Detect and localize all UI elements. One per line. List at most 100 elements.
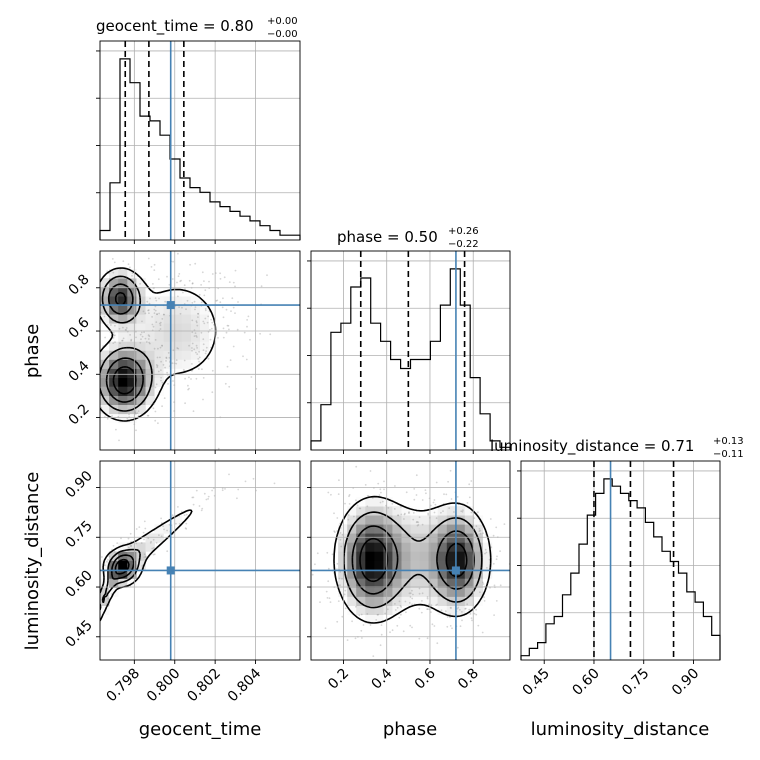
- sample-point: [344, 502, 346, 505]
- sample-point: [246, 319, 249, 321]
- density-cell: [473, 524, 484, 534]
- density-cell: [428, 506, 438, 516]
- sample-point: [394, 603, 396, 605]
- sample-point: [210, 318, 213, 321]
- density-cell: [172, 314, 183, 324]
- density-cell: [100, 560, 110, 570]
- sample-point: [165, 360, 167, 362]
- density-cell: [136, 404, 146, 415]
- density-cell: [419, 551, 429, 561]
- density-cell: [172, 323, 183, 333]
- sample-point: [389, 631, 391, 634]
- density-cell: [383, 542, 393, 552]
- sample-point: [149, 542, 152, 544]
- density-cell: [437, 587, 447, 597]
- sample-point: [154, 386, 157, 389]
- density-cell: [163, 323, 173, 333]
- sample-point: [366, 495, 369, 497]
- density-cell: [374, 605, 384, 615]
- sample-point: [415, 474, 418, 477]
- sample-point: [112, 271, 115, 274]
- xlabel-geocent-time: geocent_time: [139, 719, 262, 740]
- density-cell: [109, 287, 119, 297]
- sample-point: [204, 352, 207, 355]
- sample-point: [166, 529, 169, 532]
- sample-point: [191, 282, 194, 285]
- sample-point: [396, 606, 399, 609]
- sample-point: [107, 324, 109, 326]
- density-cell: [437, 551, 447, 561]
- sample-point: [175, 522, 177, 525]
- density-cell: [100, 287, 110, 297]
- sample-point: [149, 342, 151, 345]
- density-cell: [127, 413, 137, 424]
- density-cell: [118, 269, 128, 279]
- sample-point: [162, 525, 165, 528]
- sample-point: [424, 489, 427, 491]
- sample-point: [177, 275, 180, 278]
- sample-point: [159, 356, 161, 359]
- sample-point: [183, 514, 186, 516]
- sample-point: [483, 596, 485, 599]
- sample-point: [421, 499, 424, 501]
- sample-point: [408, 602, 411, 604]
- sample-point: [161, 344, 163, 347]
- sample-point: [145, 341, 148, 343]
- density-cell: [163, 341, 173, 351]
- sample-point: [177, 252, 179, 255]
- density-cell: [455, 533, 465, 543]
- sample-point: [101, 556, 103, 558]
- density-cell: [392, 524, 402, 534]
- density-cell: [154, 359, 164, 369]
- density-cell: [127, 332, 137, 342]
- density-cell: [100, 278, 110, 288]
- sample-point: [195, 320, 198, 323]
- density-cell: [374, 569, 384, 579]
- sample-point: [400, 505, 402, 508]
- sample-point: [344, 607, 347, 610]
- sample-point: [146, 414, 149, 417]
- density-cell: [356, 578, 366, 588]
- density-cell: [392, 542, 402, 552]
- title-luminosity-distance-minus: −0.11: [713, 449, 744, 460]
- sample-point: [207, 315, 210, 318]
- sample-point: [228, 473, 230, 476]
- density-cell: [428, 533, 438, 543]
- sample-point: [193, 300, 196, 303]
- density-cell: [127, 569, 137, 579]
- density-cell: [136, 341, 146, 351]
- sample-point: [147, 309, 150, 312]
- sample-point: [404, 512, 406, 515]
- sample-point: [175, 362, 178, 365]
- density-cell: [383, 587, 393, 597]
- sample-point: [134, 412, 137, 415]
- sample-point: [184, 527, 187, 529]
- sample-point: [198, 360, 200, 363]
- sample-point: [327, 491, 330, 494]
- contour-level: [112, 291, 137, 395]
- sample-point: [195, 321, 198, 324]
- sample-point: [421, 600, 423, 602]
- sample-point: [449, 625, 452, 627]
- density-cell: [419, 533, 429, 543]
- sample-point: [152, 547, 155, 549]
- sample-point: [433, 499, 436, 501]
- density-cell: [383, 578, 393, 588]
- density-cell: [428, 524, 438, 534]
- density-cell: [383, 569, 393, 579]
- density-cell: [356, 515, 366, 525]
- sample-point: [135, 542, 138, 545]
- density-cell: [338, 560, 348, 570]
- sample-point: [153, 269, 156, 271]
- sample-point: [107, 598, 109, 600]
- sample-point: [145, 555, 147, 558]
- sample-point: [449, 613, 451, 616]
- density-cell: [172, 515, 183, 525]
- sample-point: [142, 531, 145, 534]
- density-cell: [428, 569, 438, 579]
- points-luminosity_distance_vs_phase: [311, 465, 510, 657]
- sample-point: [113, 551, 116, 553]
- density-cell: [118, 305, 128, 315]
- sample-point: [112, 336, 115, 339]
- density-cell: [181, 350, 192, 360]
